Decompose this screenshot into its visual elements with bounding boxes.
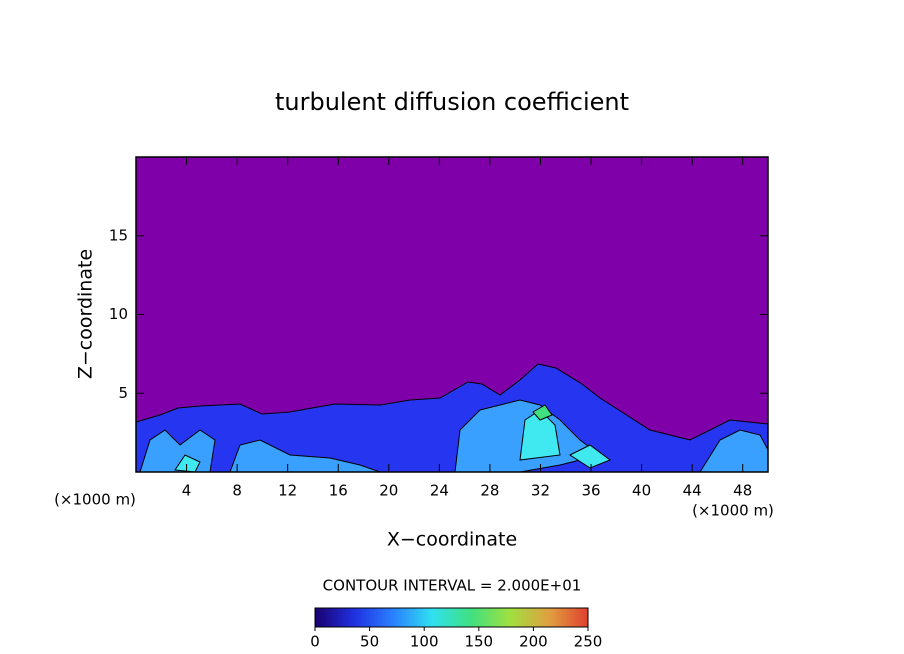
x-tick-label: 28 bbox=[480, 482, 499, 500]
y-unit: (×1000 m) bbox=[54, 491, 136, 509]
y-tick-label: 10 bbox=[109, 305, 128, 323]
field-mid bbox=[139, 399, 768, 472]
x-unit: (×1000 m) bbox=[692, 502, 774, 520]
x-axis-label: X−coordinate bbox=[387, 529, 517, 551]
colorbar-tick-label: 50 bbox=[360, 633, 379, 651]
field-peak bbox=[532, 404, 553, 421]
colorbar bbox=[314, 607, 589, 628]
y-tick-label: 5 bbox=[118, 384, 128, 402]
x-tick-label: 24 bbox=[430, 482, 449, 500]
field-low bbox=[136, 363, 768, 472]
y-axis-label: Z−coordinate bbox=[75, 249, 97, 379]
colorbar-tick-label: 150 bbox=[464, 633, 493, 651]
x-tick-label: 32 bbox=[531, 482, 550, 500]
x-tick-label: 40 bbox=[632, 482, 651, 500]
x-tick-label: 20 bbox=[379, 482, 398, 500]
x-tick-label: 44 bbox=[683, 482, 702, 500]
contour-interval: CONTOUR INTERVAL = 2.000E+01 bbox=[323, 577, 582, 595]
y-tick-label: 15 bbox=[109, 226, 128, 244]
x-tick-label: 48 bbox=[733, 482, 752, 500]
x-tick-label: 36 bbox=[581, 482, 600, 500]
colorbar-tick-label: 0 bbox=[310, 633, 320, 651]
contour-field bbox=[136, 363, 768, 472]
colorbar-tick-label: 200 bbox=[519, 633, 548, 651]
chart-title: turbulent diffusion coefficient bbox=[275, 88, 629, 116]
x-tick-label: 8 bbox=[232, 482, 242, 500]
colorbar-tick-label: 100 bbox=[410, 633, 439, 651]
x-tick-label: 16 bbox=[329, 482, 348, 500]
x-tick-label: 12 bbox=[278, 482, 297, 500]
x-tick-label: 4 bbox=[182, 482, 192, 500]
colorbar-tick-label: 250 bbox=[574, 633, 603, 651]
